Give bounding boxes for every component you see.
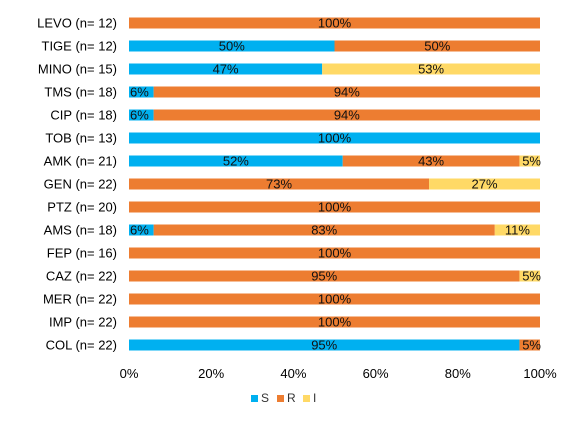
data-label: 47% [213,62,239,77]
bar-segment-i [494,224,540,236]
legend-swatch-r [277,395,284,402]
x-tick-label: 100% [523,366,557,381]
bar-segment-i [519,270,540,282]
bar-segment-s [129,86,154,98]
data-label: 73% [266,177,292,192]
category-label: CAZ (n= 22) [46,269,117,284]
bar-segment-r [129,201,540,213]
data-label: 11% [505,223,530,238]
bar-segment-i [519,155,540,167]
bar-segment-r [129,17,540,29]
x-tick-label: 80% [445,366,471,381]
data-label: 27% [471,177,497,192]
category-label: IMP (n= 22) [49,315,117,330]
bar-segment-r [153,109,540,121]
data-label: 100% [318,200,352,215]
bar-segment-s [129,132,540,144]
bar-segment-r [153,224,495,236]
legend-label: R [287,391,296,405]
data-label: 83% [311,223,337,238]
legend-label: I [313,391,316,405]
data-labels-group: 100% 50% 50% 47% 53% 6% 94% 6% 94% 100% 52% 43% 5% 73… [130,16,541,353]
data-label: 6% [130,108,149,123]
bar-segment-r [129,178,430,190]
bar-segment-s [129,224,154,236]
data-label: 5% [522,338,541,353]
data-label: 5% [522,154,541,169]
category-label: CIP (n= 18) [50,108,117,123]
data-label: 100% [318,246,352,261]
data-label: 95% [311,269,337,284]
bar-segment-r [129,247,540,259]
bar-segment-i [429,178,540,190]
bar-segment-s [129,40,335,52]
category-label: AMK (n= 21) [44,154,117,169]
bar-segment-s [129,109,154,121]
category-label: FEP (n= 16) [47,246,117,261]
category-label: TMS (n= 18) [44,85,117,100]
data-label: 6% [130,85,149,100]
x-tick-label: 60% [363,366,389,381]
category-label: MINO (n= 15) [38,62,117,77]
bar-segment-i [322,63,540,75]
bars-group [129,17,540,351]
category-label: LEVO (n= 12) [37,16,117,31]
bar-segment-s [129,155,343,167]
data-label: 52% [223,154,249,169]
category-label: MER (n= 22) [43,292,117,307]
category-label: PTZ (n= 20) [47,200,117,215]
data-label: 94% [334,85,360,100]
legend-swatch-s [251,395,258,402]
category-label: COL (n= 22) [46,338,117,353]
data-label: 50% [424,39,450,54]
data-label: 100% [318,292,352,307]
data-label: 95% [311,338,337,353]
bar-segment-r [129,293,540,305]
bar-segment-r [153,86,540,98]
data-label: 50% [219,39,245,54]
bar-segment-s [129,63,323,75]
legend-label: S [261,391,269,405]
data-label: 100% [318,315,352,330]
x-axis-ticks-group: 0% 20% 40% 60% 80% 100% [120,366,557,381]
category-labels-group: LEVO (n= 12) TIGE (n= 12) MINO (n= 15) TMS … [37,16,117,353]
data-label: 43% [418,154,444,169]
x-tick-label: 0% [120,366,139,381]
category-label: GEN (n= 22) [44,177,117,192]
x-tick-label: 40% [280,366,306,381]
data-label: 100% [318,131,352,146]
legend-swatch-i [303,395,310,402]
bar-segment-r [519,339,540,351]
category-label: TIGE (n= 12) [42,39,118,54]
data-label: 6% [130,223,149,238]
bar-segment-s [129,339,520,351]
data-label: 94% [334,108,360,123]
data-label: 100% [318,16,352,31]
category-label: AMS (n= 18) [44,223,117,238]
bar-segment-r [342,155,520,167]
bar-segment-r [129,270,520,282]
data-label: 53% [418,62,444,77]
bar-segment-r [129,316,540,328]
category-label: TOB (n= 13) [45,131,117,146]
data-label: 5% [522,269,541,284]
x-tick-label: 20% [198,366,224,381]
bar-segment-r [334,40,540,52]
